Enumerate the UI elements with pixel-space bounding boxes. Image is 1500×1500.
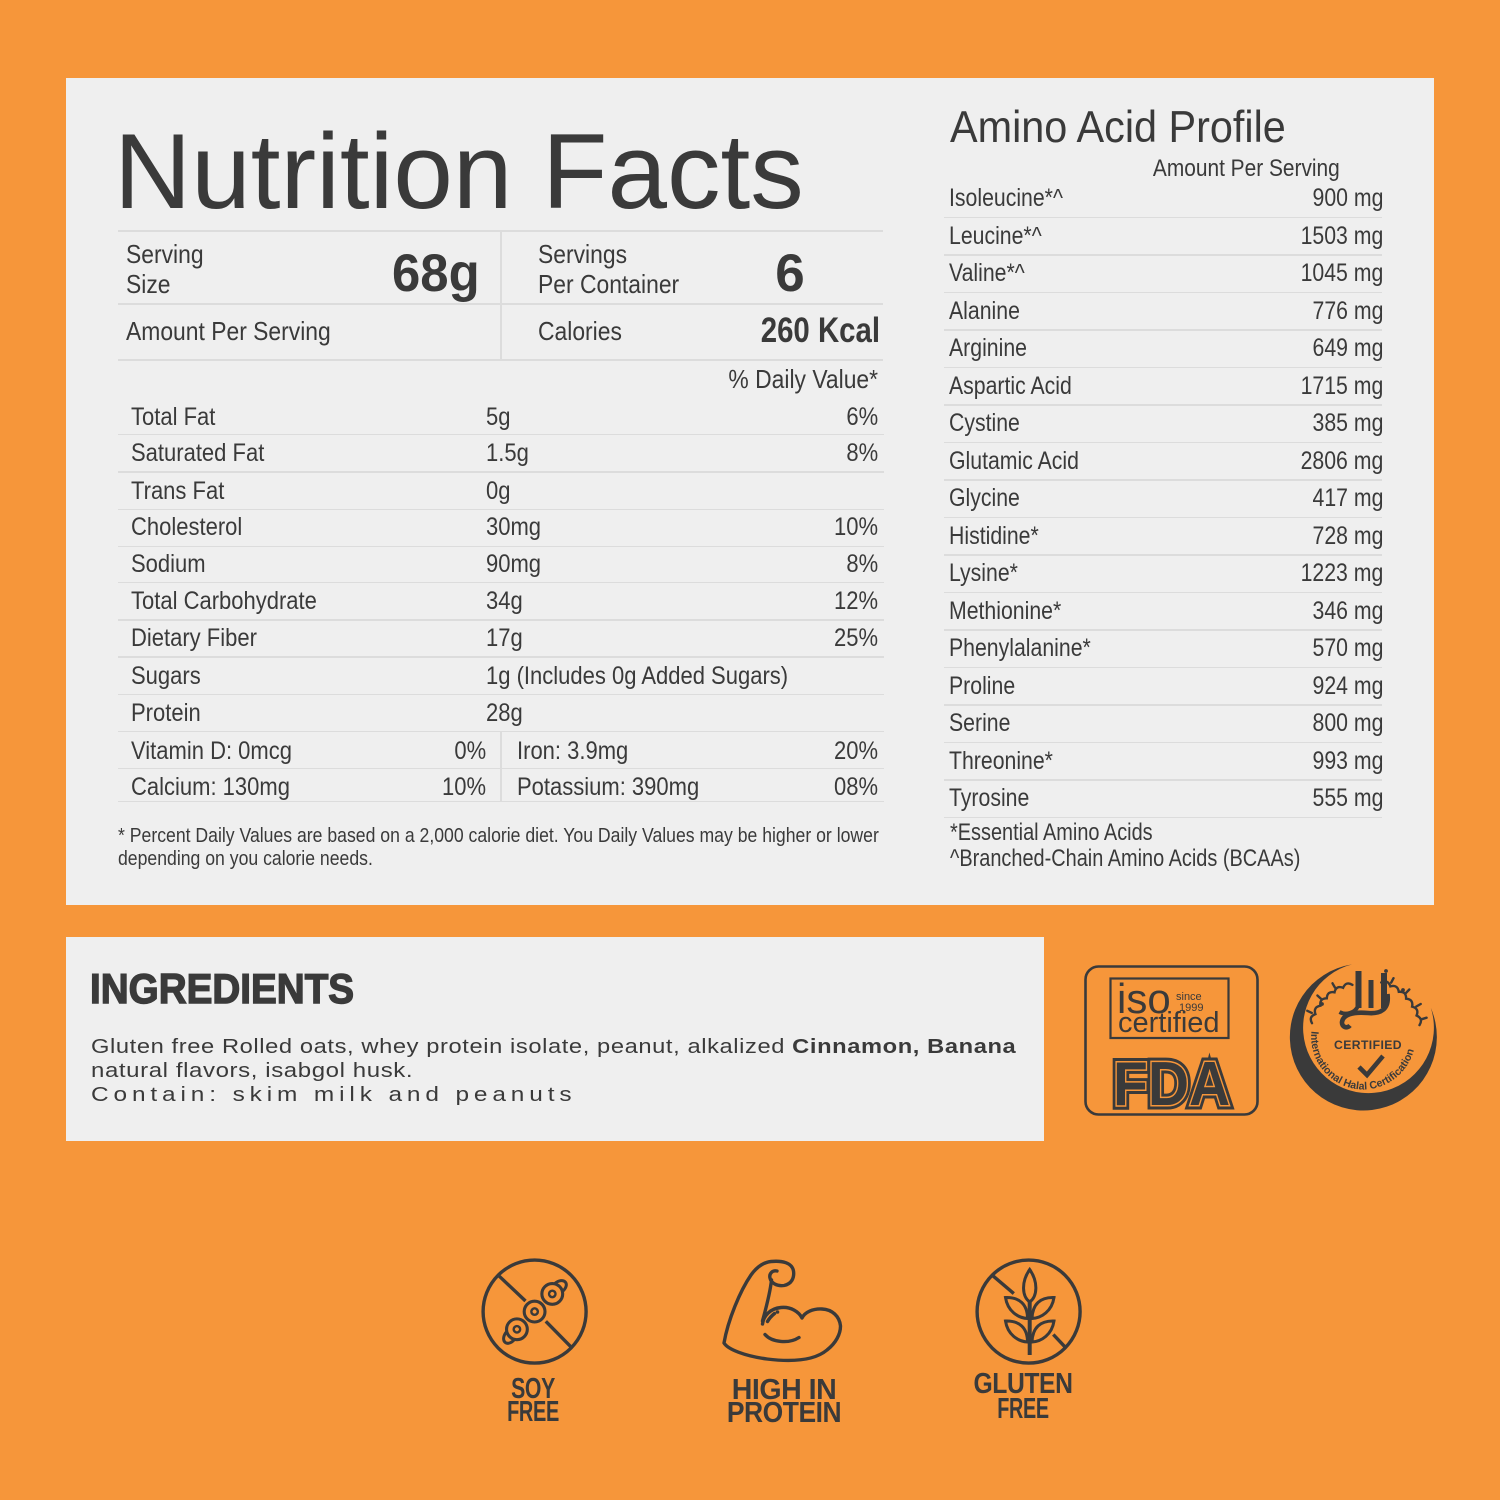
- svg-text:since: since: [1176, 991, 1202, 1003]
- svg-text:certified: certified: [1118, 1007, 1220, 1039]
- svg-text:iso: iso: [1117, 975, 1171, 1022]
- svg-text:1999: 1999: [1179, 1002, 1203, 1014]
- svg-text:FDA: FDA: [1113, 1049, 1230, 1116]
- svg-text:FDA: FDA: [1113, 1049, 1230, 1116]
- svg-text:CERTIFIED: CERTIFIED: [1334, 1038, 1402, 1052]
- svg-text:FDA: FDA: [1113, 1049, 1230, 1116]
